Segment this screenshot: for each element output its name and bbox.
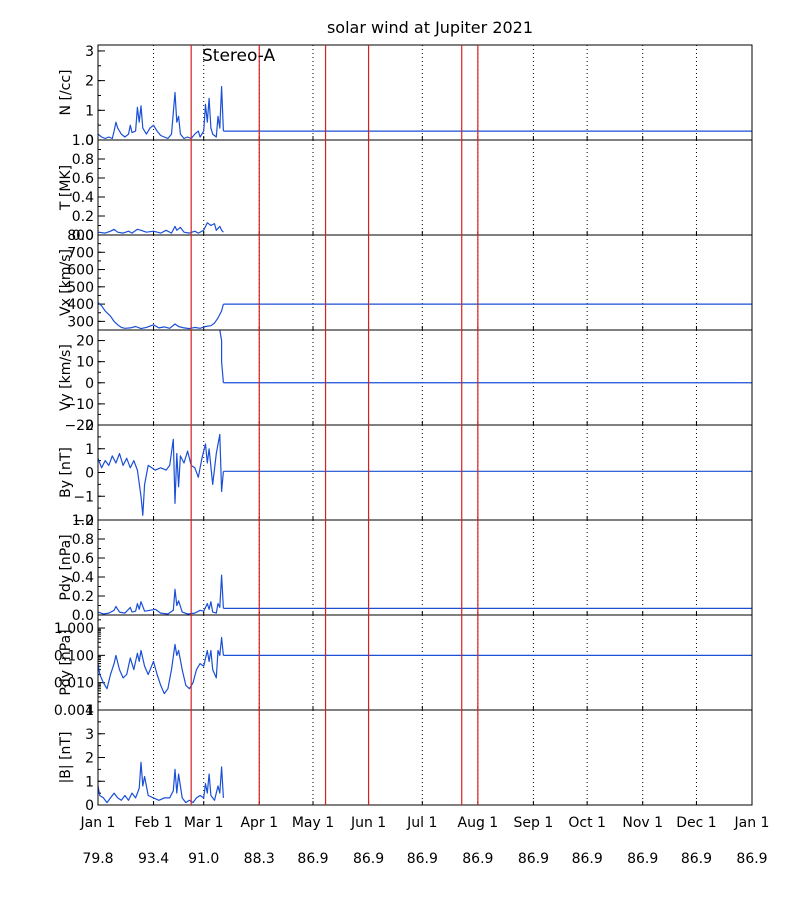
y-tick-label: 0.8 bbox=[72, 152, 94, 168]
x-secondary-tick-label: 86.9 bbox=[297, 851, 328, 867]
y-tick-label: 10 bbox=[76, 355, 94, 371]
y-tick-label: 0.4 bbox=[72, 570, 94, 586]
y-tick-label: 300 bbox=[67, 314, 94, 330]
y-tick-label: 4 bbox=[85, 703, 94, 719]
y-axis-label: T [MK] bbox=[58, 165, 74, 211]
data-series-line bbox=[97, 222, 224, 234]
y-tick-label: 600 bbox=[67, 263, 94, 279]
panel-1: 0.0 0.2 0.4 0.6 0.8 1.0 T [MK] bbox=[58, 133, 753, 244]
panel-4: −2 −1 0 1 2 By [nT] bbox=[58, 418, 753, 529]
x-tick-label: Aug 1 bbox=[458, 815, 499, 831]
y-tick-label: 1.000 bbox=[54, 621, 94, 637]
x-secondary-tick-label: 86.9 bbox=[681, 851, 712, 867]
data-series-line bbox=[97, 574, 224, 615]
x-secondary-tick-label: 86.9 bbox=[572, 851, 603, 867]
data-series-line bbox=[219, 329, 224, 383]
y-tick-label: 0 bbox=[85, 798, 94, 814]
y-tick-label: 0.001 bbox=[54, 703, 94, 719]
y-axis-label: Vx [km/s] bbox=[58, 249, 74, 316]
y-tick-label: 700 bbox=[67, 245, 94, 261]
y-axis-label: |B| [nT] bbox=[58, 732, 74, 784]
spacecraft-annotation: Stereo-A bbox=[202, 46, 275, 66]
y-axis-label: By [nT] bbox=[58, 447, 74, 498]
y-tick-label: −1 bbox=[73, 489, 94, 505]
y-tick-label: 0.2 bbox=[72, 589, 94, 605]
data-series-line bbox=[97, 433, 224, 516]
y-tick-label: 0.0 bbox=[72, 608, 94, 624]
x-secondary-tick-label: 86.9 bbox=[518, 851, 549, 867]
y-tick-label: 0.8 bbox=[72, 532, 94, 548]
y-tick-label: 1 bbox=[85, 774, 94, 790]
y-axis-label: Pdy [nPa] bbox=[58, 534, 74, 600]
y-tick-label: 0.010 bbox=[54, 676, 94, 692]
y-tick-label: −10 bbox=[64, 397, 94, 413]
y-tick-label: 0 bbox=[85, 466, 94, 482]
data-series-line bbox=[97, 761, 224, 804]
x-tick-label: Jan 1 bbox=[734, 815, 770, 831]
x-secondary-tick-label: 86.9 bbox=[736, 851, 767, 867]
y-tick-label: 1.0 bbox=[72, 513, 94, 529]
x-tick-label: Jul 1 bbox=[406, 815, 437, 831]
y-tick-label: 3 bbox=[85, 727, 94, 743]
y-axis-label: N [/cc] bbox=[58, 70, 74, 116]
x-tick-label: Jun 1 bbox=[350, 815, 386, 831]
y-tick-label: 1.0 bbox=[72, 133, 94, 149]
x-tick-label: Mar 1 bbox=[184, 815, 224, 831]
x-secondary-tick-label: 86.9 bbox=[407, 851, 438, 867]
y-tick-label: 0.100 bbox=[54, 648, 94, 664]
y-tick-label: 0 bbox=[85, 133, 94, 149]
y-tick-label: 1 bbox=[85, 103, 94, 119]
y-axis-label: Pdy [nPa] bbox=[58, 629, 74, 695]
panel-7: 0 1 2 3 4 |B| [nT] bbox=[58, 703, 753, 814]
x-secondary-tick-label: 93.4 bbox=[138, 851, 169, 867]
panel-frame bbox=[97, 709, 753, 806]
x-tick-label: Sep 1 bbox=[514, 815, 554, 831]
x-secondary-tick-label: 86.9 bbox=[627, 851, 658, 867]
y-tick-label: −20 bbox=[64, 418, 94, 434]
y-tick-label: 800 bbox=[67, 228, 94, 244]
x-tick-label: Jan 1 bbox=[80, 815, 116, 831]
y-tick-label: 0.6 bbox=[72, 551, 94, 567]
x-secondary-tick-label: 86.9 bbox=[353, 851, 384, 867]
x-secondary-tick-label: 88.3 bbox=[244, 851, 275, 867]
x-tick-label: Feb 1 bbox=[134, 815, 172, 831]
x-secondary-tick-label: 91.0 bbox=[188, 851, 219, 867]
y-tick-label: 0 bbox=[85, 376, 94, 392]
y-tick-label: 3 bbox=[85, 44, 94, 60]
y-tick-label: 1 bbox=[85, 442, 94, 458]
panel-5: 0.0 0.2 0.4 0.6 0.8 1.0 Pdy [nPa] bbox=[58, 513, 753, 624]
data-series-line bbox=[97, 86, 224, 140]
y-tick-label: −2 bbox=[73, 513, 94, 529]
y-tick-label: 0.0 bbox=[72, 228, 94, 244]
chart-title: solar wind at Jupiter 2021 bbox=[327, 18, 533, 37]
x-tick-label: Dec 1 bbox=[676, 815, 716, 831]
y-tick-label: 20 bbox=[76, 334, 94, 350]
y-tick-label: 0.2 bbox=[72, 209, 94, 225]
y-axis-label: Vy [km/s] bbox=[58, 344, 74, 411]
y-tick-label: 2 bbox=[85, 751, 94, 767]
y-tick-label: 0.6 bbox=[72, 171, 94, 187]
y-tick-label: 400 bbox=[67, 297, 94, 313]
x-tick-label: Apr 1 bbox=[240, 815, 278, 831]
x-tick-label: Oct 1 bbox=[568, 815, 606, 831]
event-markers-group bbox=[190, 45, 479, 805]
y-tick-label: 2 bbox=[85, 74, 94, 90]
y-tick-label: 500 bbox=[67, 280, 94, 296]
x-tick-label: Nov 1 bbox=[622, 815, 663, 831]
data-series-line bbox=[97, 636, 224, 695]
x-axis-group: Jan 1 79.8 Feb 1 93.4 Mar 1 91.0 Apr 1 88.3 May … bbox=[80, 815, 770, 867]
y-tick-label: 0.4 bbox=[72, 190, 94, 206]
x-secondary-tick-label: 86.9 bbox=[462, 851, 493, 867]
x-tick-label: May 1 bbox=[292, 815, 334, 831]
y-tick-label: 2 bbox=[85, 418, 94, 434]
data-series-line bbox=[97, 301, 224, 330]
x-secondary-tick-label: 79.8 bbox=[82, 851, 113, 867]
